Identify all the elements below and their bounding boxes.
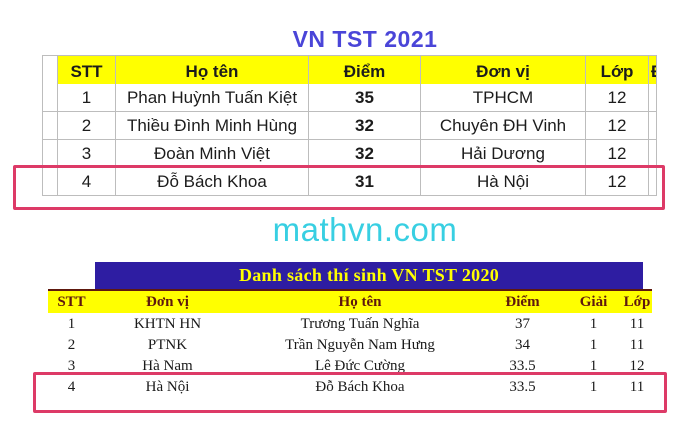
- cell-name: Lê Đức Cường: [314, 358, 405, 374]
- cell-unit: Hà Nam: [142, 358, 193, 374]
- column-header-prize: Giải: [579, 293, 608, 310]
- column-header-stt: STT: [58, 56, 116, 88]
- clipped-cell: [649, 112, 657, 140]
- column-header-grade: Lớp: [586, 56, 649, 88]
- column-header-grade: Lớp: [623, 293, 651, 310]
- clipped-cell: [649, 168, 657, 196]
- gutter-cell: [43, 84, 58, 112]
- highlight-box-2020-row4: [33, 372, 667, 413]
- cell-name: Đoàn Minh Việt: [116, 140, 309, 168]
- cell-grade: 11: [629, 316, 645, 332]
- column-header-name: Họ tên: [116, 56, 309, 88]
- cell-score: 35: [309, 84, 421, 112]
- cell-unit: TPHCM: [421, 84, 586, 112]
- table-2020-header-row: STT Đơn vị Họ tên Điểm Giải Lớp: [48, 289, 652, 313]
- cell-grade: 12: [629, 358, 645, 374]
- gutter-cell: [43, 112, 58, 140]
- cell-unit: PTNK: [147, 337, 188, 353]
- cell-stt: 1: [58, 84, 116, 112]
- table-row: 3 Hà Nam Lê Đức Cường 33.5 1 12: [48, 356, 652, 377]
- cell-prize: 1: [589, 316, 598, 332]
- cell-score: 34: [515, 337, 530, 353]
- cell-score: 31: [309, 168, 421, 196]
- cell-score: 32: [309, 140, 421, 168]
- cell-stt: 1: [67, 316, 76, 332]
- table-row: 2 PTNK Trần Nguyễn Nam Hưng 34 1 11: [48, 335, 652, 356]
- table-row: 4 Hà Nội Đỗ Bách Khoa 33.5 1 11: [48, 377, 652, 398]
- column-header-score: Điểm: [505, 293, 540, 310]
- cell-grade: 12: [586, 84, 649, 112]
- cell-grade: 12: [586, 140, 649, 168]
- cell-unit: Hải Dương: [421, 140, 586, 168]
- cell-name: Đỗ Bách Khoa: [116, 168, 309, 196]
- cell-prize: 1: [589, 379, 598, 395]
- cell-stt: 2: [67, 337, 76, 353]
- cell-grade: 11: [629, 379, 645, 395]
- cell-unit: KHTN HN: [133, 316, 202, 332]
- mathvn-watermark: mathvn.com: [272, 211, 458, 248]
- table-2020-banner: Danh sách thí sinh VN TST 2020: [95, 262, 643, 289]
- column-header-name: Họ tên: [338, 293, 382, 310]
- clipped-cell: [649, 140, 657, 168]
- table-2021: STT Họ tên Điểm Đơn vị Lớp Đ 1 Phan Huỳn…: [42, 55, 657, 196]
- gutter-cell: [43, 140, 58, 168]
- clipped-cell: [649, 84, 657, 112]
- cell-name: Trương Tuấn Nghĩa: [300, 316, 420, 332]
- cell-prize: 1: [589, 358, 598, 374]
- cell-name: Phan Huỳnh Tuấn Kiệt: [116, 84, 309, 112]
- cell-unit: Hà Nội: [421, 168, 586, 196]
- cell-stt: 4: [67, 379, 76, 395]
- cell-grade: 12: [586, 168, 649, 196]
- column-header-stt: STT: [57, 293, 86, 310]
- cell-grade: 12: [586, 112, 649, 140]
- cell-name: Trần Nguyễn Nam Hưng: [285, 337, 435, 353]
- highlight-box-2021-row4: [13, 165, 665, 210]
- column-header-score: Điểm: [309, 56, 421, 88]
- cell-name: Đỗ Bách Khoa: [315, 379, 405, 395]
- column-header-unit: Đơn vị: [146, 293, 189, 310]
- cell-score: 32: [309, 112, 421, 140]
- cell-stt: 3: [58, 140, 116, 168]
- cell-stt: 2: [58, 112, 116, 140]
- cell-stt: 4: [58, 168, 116, 196]
- table-row: 1 KHTN HN Trương Tuấn Nghĩa 37 1 11: [48, 314, 652, 335]
- cell-score: 33.5: [509, 379, 536, 395]
- cell-unit: Chuyên ĐH Vinh: [421, 112, 586, 140]
- cell-score: 33.5: [509, 358, 536, 374]
- column-header-unit: Đơn vị: [421, 56, 586, 88]
- gutter-cell: [43, 168, 58, 196]
- table-2021-title: VN TST 2021: [292, 26, 438, 52]
- cell-grade: 11: [629, 337, 645, 353]
- cell-stt: 3: [67, 358, 76, 374]
- cell-unit: Hà Nội: [145, 379, 190, 395]
- cell-name: Thiều Đình Minh Hùng: [116, 112, 309, 140]
- cell-prize: 1: [589, 337, 598, 353]
- cell-score: 37: [515, 316, 530, 332]
